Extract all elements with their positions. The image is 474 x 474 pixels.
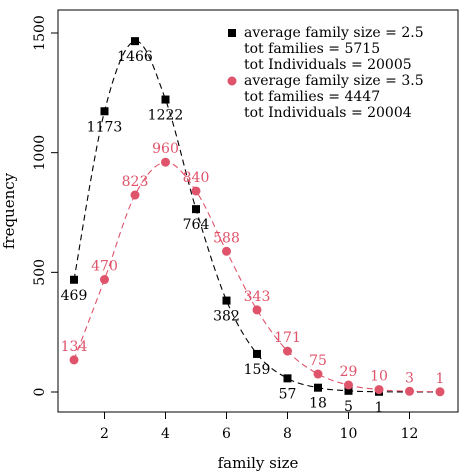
series-1-point	[222, 296, 231, 305]
x-tick-label: 4	[161, 426, 170, 442]
series-1-data-label: 18	[309, 396, 327, 412]
series-1-point	[283, 374, 292, 383]
y-tick-label: 500	[32, 259, 48, 286]
series-1-data-label: 1173	[87, 119, 123, 135]
series-2-point	[283, 346, 292, 356]
series-2-point	[191, 186, 201, 196]
series-1-data-label: 1	[375, 400, 384, 416]
series-1-point	[314, 383, 322, 392]
series-2-point	[161, 157, 170, 167]
y-axis-title: frequency	[0, 172, 18, 249]
legend-series-2-line: tot Individuals = 20004	[244, 105, 412, 121]
legend-series-2-line: average family size = 3.5	[244, 73, 424, 89]
legend-series-2-line: tot families = 4447	[244, 89, 380, 105]
y-tick-label: 1500	[32, 15, 48, 51]
series-2-point	[313, 369, 323, 379]
series-2-data-label: 171	[274, 330, 301, 346]
series-2-data-label: 588	[213, 230, 240, 246]
series-1-data-label: 159	[244, 362, 271, 378]
x-tick-label: 6	[222, 426, 231, 442]
series-2-data-label: 1	[436, 371, 445, 387]
series-2-point	[222, 246, 231, 256]
series-2-point	[405, 386, 414, 396]
series-2-point	[435, 387, 445, 397]
legend-series-1-line: average family size = 2.5	[244, 25, 424, 41]
series-1-data-label: 1222	[148, 108, 184, 124]
series-1-point	[100, 107, 109, 116]
x-axis: 2 4 6 8 10 12	[100, 412, 418, 442]
series-2-data-label: 134	[61, 339, 88, 355]
plot-frame	[57, 9, 459, 413]
series-1-data-label: 5	[344, 399, 353, 415]
series-2-data-label: 29	[340, 364, 358, 380]
series-2-data-label: 3	[405, 370, 414, 386]
series-1-data-label: 57	[279, 386, 297, 402]
series-2-data-label: 75	[309, 353, 327, 369]
x-axis-title: family size	[218, 454, 299, 472]
series-1-data-label: 1466	[117, 49, 153, 65]
series-1-data-label: 469	[61, 288, 88, 304]
x-tick-label: 8	[283, 426, 292, 442]
x-tick-label: 12	[401, 426, 419, 442]
series-1-point	[70, 275, 78, 284]
legend-circle-marker	[227, 76, 237, 86]
y-tick-label: 1000	[32, 135, 48, 171]
series-2-data-label: 960	[152, 141, 179, 157]
x-tick-label: 2	[100, 426, 109, 442]
series-2-point	[69, 355, 79, 365]
series-2-data-label: 470	[91, 259, 118, 275]
series-2-point	[252, 305, 262, 315]
legend-series-1-line: tot families = 5715	[244, 41, 380, 57]
series-2-data-label: 343	[244, 289, 271, 305]
y-tick-label: 0	[32, 388, 48, 397]
series-2-data-label: 840	[183, 170, 210, 186]
series-2-point	[130, 190, 140, 200]
y-axis: 0 500 1000 1500	[32, 15, 58, 396]
series-2-data-label: 823	[122, 174, 149, 190]
legend-square-marker	[228, 29, 236, 37]
series-2-point	[100, 275, 109, 285]
series-1-data-label: 764	[183, 217, 210, 233]
series-1-point	[161, 95, 170, 104]
series-1-point	[344, 386, 353, 395]
series-2-point	[344, 380, 353, 390]
series-1-data-label: 382	[213, 309, 240, 325]
series-1-point	[253, 349, 261, 358]
series-2-data-label: 10	[370, 369, 388, 385]
series-2-point	[374, 385, 384, 395]
series-1-point	[131, 37, 139, 46]
legend-series-1-line: tot Individuals = 20005	[244, 57, 412, 73]
x-tick-label: 10	[340, 426, 358, 442]
series-1-point	[192, 205, 200, 214]
data-points: 469 1173 1466 1222 764 382 159 57 18 5 1 134 470 823 9…	[61, 37, 445, 416]
